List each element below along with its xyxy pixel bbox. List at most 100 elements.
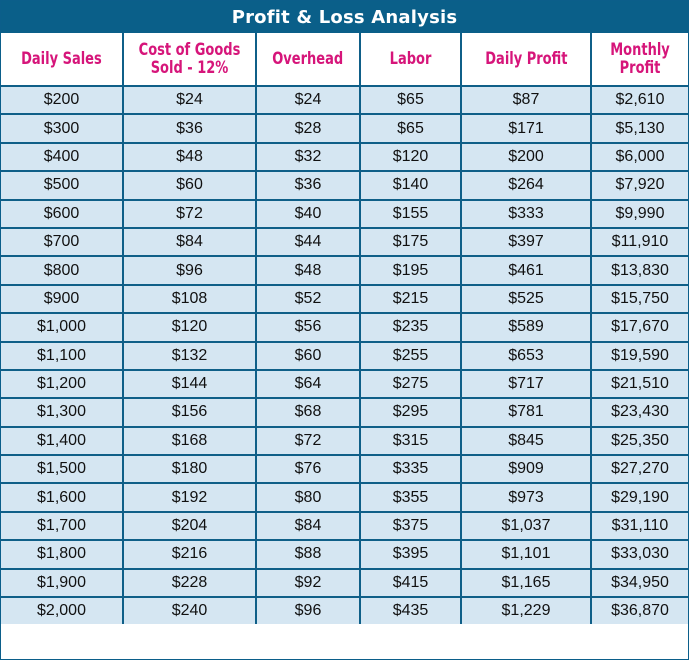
cell-daily-sales: $1,900	[1, 567, 124, 599]
profit-loss-table: Daily Sales Cost of Goods Sold - 12% Ove…	[1, 33, 688, 625]
cell-overhead: $44	[255, 226, 361, 258]
cell-daily-profit: $781	[460, 397, 592, 428]
table-body: $200 $24 $24 $65 $87 $2,610 $300 $36 $28 $65 $171 $…	[1, 84, 688, 625]
cell-monthly-profit: $6,000	[590, 141, 688, 173]
cell-overhead: $24	[255, 84, 361, 116]
cell-labor: $275	[359, 368, 462, 400]
cell-monthly-profit: $13,830	[590, 255, 688, 286]
cell-monthly-profit: $31,110	[590, 510, 688, 542]
table-row: $1,000 $120 $56 $235 $589 $17,670	[1, 312, 688, 343]
table-row: $1,900 $228 $92 $415 $1,165 $34,950	[1, 567, 688, 599]
column-header-labor: Labor	[359, 33, 462, 87]
cell-overhead: $48	[255, 255, 361, 286]
cell-labor: $195	[359, 255, 462, 286]
cell-monthly-profit: $23,430	[590, 397, 688, 428]
cell-daily-profit: $200	[460, 141, 592, 173]
table-row: $1,100 $132 $60 $255 $653 $19,590	[1, 340, 688, 371]
table-row: $1,800 $216 $88 $395 $1,101 $33,030	[1, 539, 688, 570]
table-row: $600 $72 $40 $155 $333 $9,990	[1, 198, 688, 229]
cell-cost-of-goods: $240	[122, 596, 257, 625]
cell-cost-of-goods: $192	[122, 482, 257, 513]
cell-overhead: $28	[255, 113, 361, 144]
cell-cost-of-goods: $216	[122, 539, 257, 570]
cell-cost-of-goods: $168	[122, 425, 257, 457]
cell-daily-profit: $909	[460, 454, 592, 485]
cell-overhead: $40	[255, 198, 361, 229]
cell-overhead: $80	[255, 482, 361, 513]
cell-cost-of-goods: $96	[122, 255, 257, 286]
cell-monthly-profit: $21,510	[590, 368, 688, 400]
cell-labor: $355	[359, 482, 462, 513]
cell-daily-profit: $87	[460, 84, 592, 116]
table-row: $1,500 $180 $76 $335 $909 $27,270	[1, 454, 688, 485]
column-header-cost-of-goods: Cost of Goods Sold - 12%	[122, 33, 257, 87]
cell-cost-of-goods: $228	[122, 567, 257, 599]
cell-daily-sales: $1,500	[1, 454, 124, 485]
cell-overhead: $36	[255, 170, 361, 201]
table-row: $1,700 $204 $84 $375 $1,037 $31,110	[1, 510, 688, 542]
cell-overhead: $76	[255, 454, 361, 485]
cell-labor: $415	[359, 567, 462, 599]
cell-labor: $295	[359, 397, 462, 428]
cell-cost-of-goods: $120	[122, 312, 257, 343]
cell-daily-sales: $600	[1, 198, 124, 229]
cell-cost-of-goods: $24	[122, 84, 257, 116]
table-row: $800 $96 $48 $195 $461 $13,830	[1, 255, 688, 286]
cell-daily-sales: $1,100	[1, 340, 124, 371]
table-row: $1,600 $192 $80 $355 $973 $29,190	[1, 482, 688, 513]
cell-cost-of-goods: $180	[122, 454, 257, 485]
cell-monthly-profit: $9,990	[590, 198, 688, 229]
cell-daily-sales: $700	[1, 226, 124, 258]
cell-daily-profit: $1,101	[460, 539, 592, 570]
cell-labor: $140	[359, 170, 462, 201]
cell-monthly-profit: $15,750	[590, 283, 688, 315]
cell-overhead: $56	[255, 312, 361, 343]
cell-daily-profit: $589	[460, 312, 592, 343]
column-header-daily-profit: Daily Profit	[460, 33, 592, 87]
cell-daily-sales: $900	[1, 283, 124, 315]
cell-monthly-profit: $19,590	[590, 340, 688, 371]
cell-daily-sales: $1,800	[1, 539, 124, 570]
cell-labor: $315	[359, 425, 462, 457]
cell-monthly-profit: $33,030	[590, 539, 688, 570]
cell-daily-profit: $717	[460, 368, 592, 400]
cell-labor: $65	[359, 113, 462, 144]
cell-daily-sales: $800	[1, 255, 124, 286]
cell-monthly-profit: $11,910	[590, 226, 688, 258]
cell-daily-sales: $1,700	[1, 510, 124, 542]
cell-monthly-profit: $5,130	[590, 113, 688, 144]
cell-daily-sales: $1,200	[1, 368, 124, 400]
cell-daily-sales: $300	[1, 113, 124, 144]
cell-daily-sales: $200	[1, 84, 124, 116]
cell-cost-of-goods: $108	[122, 283, 257, 315]
cell-monthly-profit: $2,610	[590, 84, 688, 116]
cell-cost-of-goods: $36	[122, 113, 257, 144]
cell-monthly-profit: $7,920	[590, 170, 688, 201]
cell-cost-of-goods: $72	[122, 198, 257, 229]
cell-overhead: $60	[255, 340, 361, 371]
cell-labor: $335	[359, 454, 462, 485]
cell-overhead: $72	[255, 425, 361, 457]
table-title: Profit & Loss Analysis	[1, 1, 688, 33]
cell-daily-profit: $653	[460, 340, 592, 371]
cell-monthly-profit: $29,190	[590, 482, 688, 513]
table-row: $900 $108 $52 $215 $525 $15,750	[1, 283, 688, 315]
cell-daily-profit: $171	[460, 113, 592, 144]
cell-overhead: $64	[255, 368, 361, 400]
cell-overhead: $68	[255, 397, 361, 428]
table-row: $400 $48 $32 $120 $200 $6,000	[1, 141, 688, 173]
cell-daily-sales: $500	[1, 170, 124, 201]
table-row: $1,200 $144 $64 $275 $717 $21,510	[1, 368, 688, 400]
cell-overhead: $88	[255, 539, 361, 570]
cell-daily-sales: $1,600	[1, 482, 124, 513]
cell-cost-of-goods: $60	[122, 170, 257, 201]
cell-daily-profit: $845	[460, 425, 592, 457]
cell-monthly-profit: $34,950	[590, 567, 688, 599]
cell-daily-sales: $1,300	[1, 397, 124, 428]
cell-overhead: $84	[255, 510, 361, 542]
cell-daily-profit: $1,229	[460, 596, 592, 625]
cell-labor: $395	[359, 539, 462, 570]
cell-daily-sales: $2,000	[1, 596, 124, 625]
cell-monthly-profit: $27,270	[590, 454, 688, 485]
table-row: $1,400 $168 $72 $315 $845 $25,350	[1, 425, 688, 457]
